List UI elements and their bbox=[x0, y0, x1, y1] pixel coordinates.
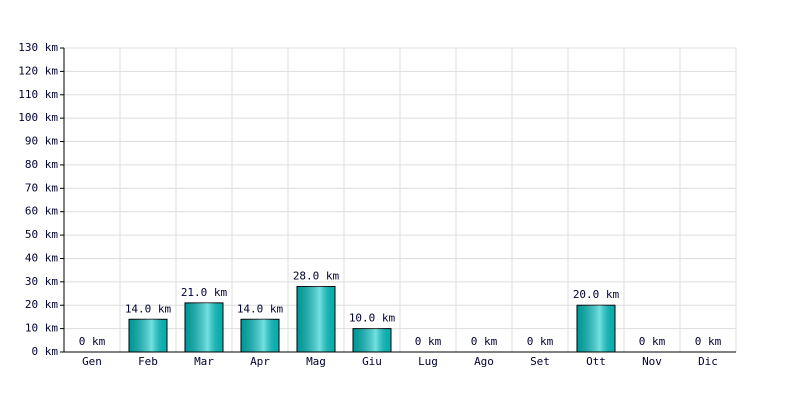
x-tick-label: Mag bbox=[306, 355, 326, 368]
bar-shade bbox=[353, 328, 391, 352]
x-tick-label: Lug bbox=[418, 355, 438, 368]
bar-shade bbox=[185, 302, 223, 352]
y-tick-label: 110 km bbox=[18, 88, 58, 101]
value-label: 0 km bbox=[639, 335, 666, 348]
x-tick-label: Dic bbox=[698, 355, 718, 368]
y-tick-label: 100 km bbox=[18, 111, 58, 124]
value-label: 14.0 km bbox=[125, 302, 172, 315]
y-tick-label: 40 km bbox=[25, 251, 58, 264]
value-label: 10.0 km bbox=[349, 312, 396, 325]
x-tick-label: Gen bbox=[82, 355, 102, 368]
y-tick-label: 90 km bbox=[25, 135, 58, 148]
y-tick-label: 20 km bbox=[25, 298, 58, 311]
x-tick-label: Feb bbox=[138, 355, 158, 368]
y-tick-label: 70 km bbox=[25, 181, 58, 194]
value-label: 20.0 km bbox=[573, 288, 620, 301]
y-tick-label: 10 km bbox=[25, 322, 58, 335]
y-tick-label: 120 km bbox=[18, 64, 58, 77]
bar-shade bbox=[129, 319, 167, 352]
y-tick-label: 50 km bbox=[25, 228, 58, 241]
y-tick-label: 30 km bbox=[25, 275, 58, 288]
x-tick-label: Set bbox=[530, 355, 550, 368]
y-tick-label: 130 km bbox=[18, 41, 58, 54]
value-label: 14.0 km bbox=[237, 302, 284, 315]
x-tick-label: Ott bbox=[586, 355, 606, 368]
y-tick-label: 80 km bbox=[25, 158, 58, 171]
value-label: 0 km bbox=[79, 335, 106, 348]
value-label: 21.0 km bbox=[181, 286, 228, 299]
value-label: 0 km bbox=[695, 335, 722, 348]
bar-shade bbox=[241, 319, 279, 352]
value-label: 0 km bbox=[471, 335, 498, 348]
value-label: 0 km bbox=[415, 335, 442, 348]
x-tick-label: Giu bbox=[362, 355, 382, 368]
bar-shade bbox=[577, 305, 615, 352]
x-tick-label: Ago bbox=[474, 355, 494, 368]
x-tick-label: Apr bbox=[250, 355, 270, 368]
value-label: 0 km bbox=[527, 335, 554, 348]
y-tick-label: 60 km bbox=[25, 205, 58, 218]
bar-shade bbox=[297, 286, 335, 352]
y-tick-label: 0 km bbox=[32, 345, 59, 358]
value-label: 28.0 km bbox=[293, 270, 340, 283]
x-tick-label: Nov bbox=[642, 355, 662, 368]
x-tick-label: Mar bbox=[194, 355, 214, 368]
